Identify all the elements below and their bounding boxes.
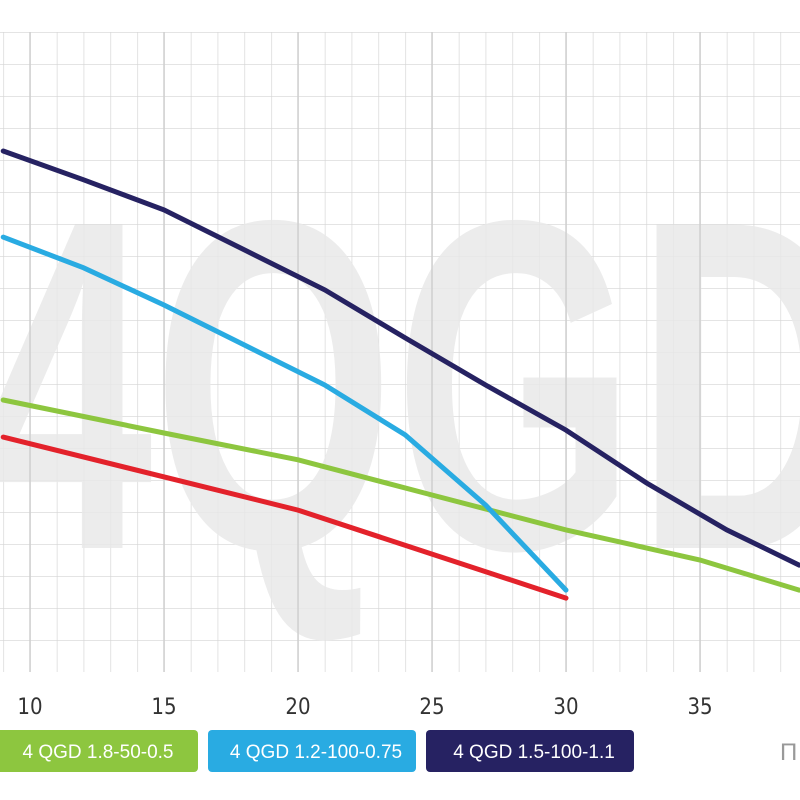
- x-tick-label: 35: [687, 695, 712, 720]
- x-tick-label: 15: [151, 695, 176, 720]
- legend-item: 4 QGD 1.2-100-0.75: [208, 730, 416, 772]
- legend-swatch: [426, 730, 634, 772]
- x-tick-label: 30: [553, 695, 578, 720]
- series-line: [0, 397, 800, 593]
- grid-pattern: [0, 32, 800, 672]
- watermark: 4QGD: [0, 123, 800, 648]
- series-line: [0, 434, 569, 601]
- legend-swatch: [208, 730, 416, 772]
- legend-label: 4 QGD 1.8-50-0.5: [22, 742, 173, 763]
- series-line: [0, 148, 800, 568]
- legend-item: 4 QGD 1.5-100-1.1: [426, 730, 634, 772]
- legend-item: 4 QGD 1.8-50-0.5: [0, 730, 198, 772]
- x-tick-label: 10: [17, 695, 42, 720]
- legend-label: 4 QGD 1.5-100-1.1: [453, 742, 615, 763]
- x-tick-label: 25: [419, 695, 444, 720]
- x-axis-label: П: [780, 739, 797, 766]
- series-line: [0, 234, 569, 593]
- legend-label: 4 QGD 1.2-100-0.75: [230, 742, 402, 763]
- legend-swatch: [0, 730, 198, 772]
- x-tick-label: 20: [285, 695, 310, 720]
- plot: [0, 32, 800, 672]
